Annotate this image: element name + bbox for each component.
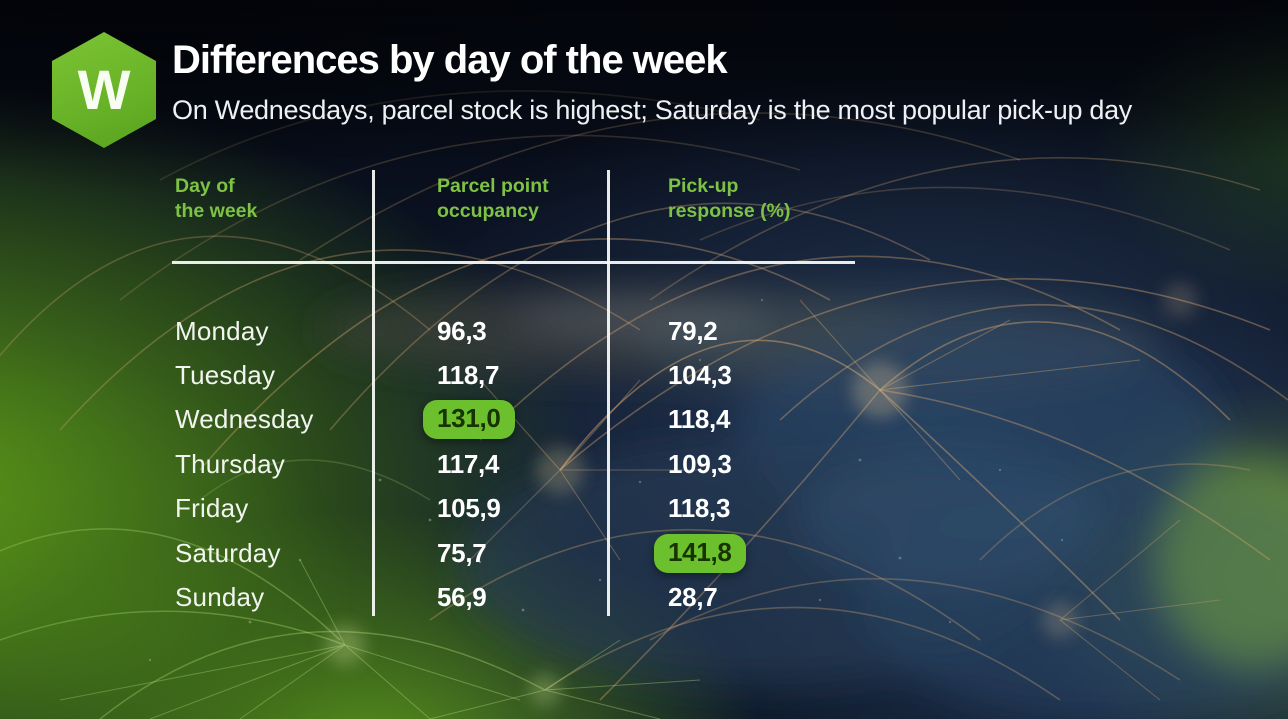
day-cell: Tuesday — [175, 360, 276, 391]
occupancy-value: 96,3 — [437, 315, 487, 346]
pickup-cell: 118,4 — [668, 404, 865, 435]
logo-letter: W — [77, 57, 131, 121]
table-row: Wednesday 131,0 118,4 — [175, 398, 865, 442]
occupancy-value: 75,7 — [437, 537, 487, 568]
pickup-cell: 109,3 — [668, 449, 865, 480]
column-header-day-line2: the week — [175, 200, 258, 222]
occupancy-cell: 75,7 — [437, 538, 668, 569]
pickup-value: 28,7 — [668, 582, 718, 613]
page-title: Differences by day of the week — [172, 38, 728, 82]
pickup-value: 104,3 — [668, 360, 732, 391]
occupancy-cell: 117,4 — [437, 449, 668, 480]
column-header-day: Day of the week — [175, 174, 437, 224]
highlight-pill-occupancy: 131,0 — [423, 400, 515, 440]
occupancy-value: 105,9 — [437, 493, 501, 524]
column-header-pickup-line2: response (%) — [668, 200, 791, 222]
day-cell: Thursday — [175, 448, 285, 479]
hexagon-icon: W — [52, 32, 156, 148]
pickup-cell: 141,8 — [654, 533, 865, 573]
page-subtitle: On Wednesdays, parcel stock is highest; … — [172, 95, 1132, 125]
pickup-value: 79,2 — [668, 315, 718, 346]
day-cell: Saturday — [175, 537, 281, 568]
occupancy-cell: 131,0 — [423, 400, 668, 440]
occupancy-cell: 118,7 — [437, 360, 668, 391]
occupancy-cell: 56,9 — [437, 582, 668, 613]
header-divider-line — [172, 261, 855, 264]
day-cell: Friday — [175, 493, 249, 524]
column-divider-1 — [372, 170, 375, 616]
pickup-cell: 28,7 — [668, 582, 865, 613]
pickup-value: 118,4 — [668, 404, 731, 435]
column-header-pickup: Pick-up response (%) — [668, 174, 865, 224]
column-header-occupancy-line2: occupancy — [437, 200, 539, 222]
table-row: Tuesday 118,7 104,3 — [175, 353, 865, 397]
column-divider-2 — [607, 170, 610, 616]
day-cell: Wednesday — [175, 404, 314, 435]
pickup-value: 109,3 — [668, 448, 732, 479]
occupancy-value: 118,7 — [437, 360, 500, 391]
table-row: Friday 105,9 118,3 — [175, 487, 865, 531]
column-header-occupancy-line1: Parcel point — [437, 175, 549, 197]
day-cell: Sunday — [175, 582, 265, 613]
pickup-cell: 104,3 — [668, 360, 865, 391]
table-row: Monday 96,3 79,2 — [175, 309, 865, 353]
table-header-row: Day of the week Parcel point occupancy P… — [175, 174, 865, 224]
pickup-cell: 79,2 — [668, 316, 865, 347]
column-header-pickup-line1: Pick-up — [668, 175, 739, 197]
table-row: Saturday 75,7 141,8 — [175, 531, 865, 575]
occupancy-value: 56,9 — [437, 582, 487, 613]
occupancy-cell: 105,9 — [437, 493, 668, 524]
occupancy-value: 117,4 — [437, 448, 500, 479]
highlight-pill-pickup: 141,8 — [654, 533, 746, 573]
occupancy-cell: 96,3 — [437, 316, 668, 347]
column-header-occupancy: Parcel point occupancy — [437, 174, 668, 224]
title-block: Differences by day of the week On Wednes… — [172, 38, 1272, 126]
table-row: Thursday 117,4 109,3 — [175, 442, 865, 486]
pickup-cell: 118,3 — [668, 493, 865, 524]
pickup-value: 118,3 — [668, 493, 731, 524]
brand-logo: W — [52, 32, 156, 148]
table-row: Sunday 56,9 28,7 — [175, 575, 865, 619]
table-body: Monday 96,3 79,2 Tuesday 118,7 104,3 Wed… — [175, 309, 865, 620]
day-cell: Monday — [175, 315, 269, 346]
column-header-day-line1: Day of — [175, 175, 235, 197]
